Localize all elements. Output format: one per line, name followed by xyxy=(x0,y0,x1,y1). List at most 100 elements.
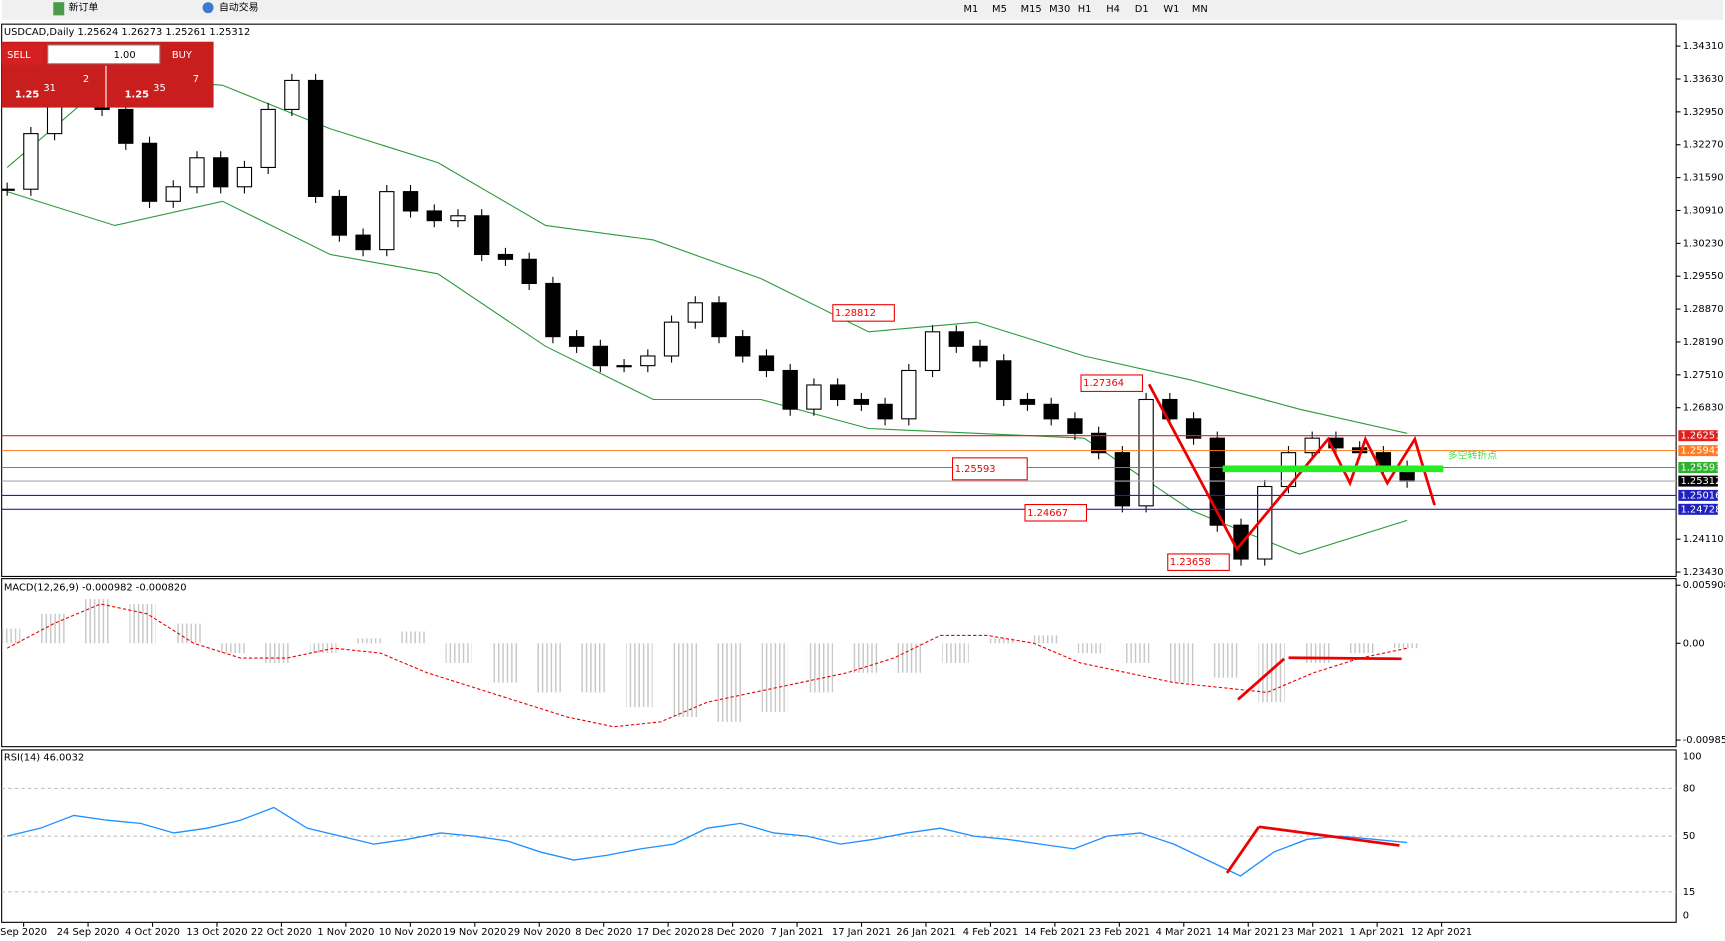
timeframe[interactable]: W1 xyxy=(1163,4,1179,15)
sell-label[interactable]: SELL xyxy=(7,50,31,61)
timeframe[interactable]: M30 xyxy=(1049,4,1070,15)
timeframe[interactable]: M15 xyxy=(1021,4,1042,15)
new-order-icon[interactable] xyxy=(53,2,65,16)
price-tick-label: 1.32270 xyxy=(1683,140,1724,151)
rsi-tick-label: 50 xyxy=(1683,831,1696,842)
price-tick-label: 1.28870 xyxy=(1683,304,1724,315)
candle xyxy=(1090,432,1107,454)
candle xyxy=(213,157,229,188)
candle xyxy=(521,258,537,285)
auto-trade-icon[interactable] xyxy=(202,2,214,14)
timeframe[interactable]: D1 xyxy=(1135,4,1149,15)
macd-bar xyxy=(174,623,201,644)
candle xyxy=(497,253,514,260)
price-tick-label: 1.33630 xyxy=(1683,74,1724,85)
date-label: 28 Dec 2020 xyxy=(701,927,764,938)
candle xyxy=(1138,398,1154,507)
macd-bar xyxy=(490,643,518,683)
macd-bar xyxy=(1032,635,1060,644)
annotation-box xyxy=(951,457,1028,481)
level-tag xyxy=(1678,489,1718,501)
date-label: 4 Oct 2020 xyxy=(125,927,180,938)
candle xyxy=(307,79,324,198)
candle xyxy=(616,365,632,368)
sell-button[interactable] xyxy=(1,43,44,65)
level-label: 1.24728 xyxy=(1681,504,1722,515)
candle xyxy=(948,331,964,347)
macd-bar xyxy=(806,643,834,693)
candle xyxy=(331,195,348,236)
candle xyxy=(687,302,703,323)
price-tick-label: 1.23430 xyxy=(1683,567,1724,578)
candle xyxy=(853,398,870,405)
macd-bar xyxy=(355,638,382,644)
auto-trade[interactable]: 自动交易 xyxy=(219,1,259,14)
timeframe[interactable]: MN xyxy=(1192,4,1208,15)
lots-input[interactable] xyxy=(47,44,161,65)
buy-label[interactable]: BUY xyxy=(172,50,193,61)
macd-bar xyxy=(1213,643,1240,678)
candle xyxy=(592,345,609,367)
candle xyxy=(568,336,585,347)
date-label: 23 Feb 2021 xyxy=(1089,927,1150,938)
level-label: 1.26251 xyxy=(1681,431,1722,442)
candle xyxy=(663,321,680,357)
annotation: 1.23658 xyxy=(1170,557,1211,568)
level-label: 1.25942 xyxy=(1681,446,1722,457)
lots[interactable]: 1.00 xyxy=(114,50,136,61)
date-label: 26 Jan 2021 xyxy=(896,927,955,938)
macd-bar xyxy=(626,643,653,708)
macd-arrow xyxy=(1237,657,1286,701)
date-label: 4 Feb 2021 xyxy=(963,927,1018,938)
candle xyxy=(1043,403,1059,420)
toolbar-buttons[interactable]: 新订单 自动交易 xyxy=(53,1,259,16)
macd-bar xyxy=(942,643,969,663)
annotation: 1.28812 xyxy=(835,308,876,319)
macd-bar xyxy=(716,643,743,722)
candle xyxy=(379,191,395,251)
macd-bar xyxy=(1168,643,1195,683)
price-tick-label: 1.30910 xyxy=(1683,205,1724,216)
price-tick-label: 1.34310 xyxy=(1683,41,1724,52)
date-label: 1 Apr 2021 xyxy=(1350,927,1405,938)
date-label: 7 Jan 2021 xyxy=(771,927,824,938)
price-tick-label: 1.24110 xyxy=(1683,534,1724,545)
timeframe[interactable]: M5 xyxy=(992,4,1007,15)
candle xyxy=(189,157,205,188)
macd-signal xyxy=(6,603,1408,728)
date-label: 4 Mar 2021 xyxy=(1156,927,1212,938)
macd-bar xyxy=(1393,643,1421,649)
candle xyxy=(474,215,490,256)
level-tag xyxy=(1678,503,1718,515)
upper-band xyxy=(6,75,1408,434)
candle xyxy=(1185,418,1202,439)
buy-digits: 35 xyxy=(153,83,166,94)
candle xyxy=(23,133,39,190)
date-label: 10 Nov 2020 xyxy=(379,927,442,938)
trade-panel: SELL 1.00 BUY 1.25 31 2 1.25 35 7 xyxy=(1,41,214,108)
candle xyxy=(1304,437,1320,454)
level-tag xyxy=(1678,475,1718,487)
new-order[interactable]: 新订单 xyxy=(69,1,99,14)
date-label: Sep 2020 xyxy=(0,927,47,938)
price-tick-label: 1.32950 xyxy=(1683,107,1724,118)
macd-bar xyxy=(897,643,924,673)
candle xyxy=(640,355,656,367)
rsi-arrow-2 xyxy=(1258,825,1400,847)
rsi-tick-label: 0 xyxy=(1683,911,1689,922)
annotation-box xyxy=(1024,503,1088,522)
annotation-box xyxy=(1080,374,1144,392)
macd-bar xyxy=(219,643,247,654)
candle xyxy=(450,215,466,222)
macd-bar xyxy=(1077,643,1105,654)
candle xyxy=(972,345,988,362)
candle xyxy=(141,142,158,202)
price-tick-label: 1.31590 xyxy=(1683,173,1724,184)
macd-tick-label: -0.009851 xyxy=(1683,735,1725,746)
level-label: 1.25593 xyxy=(1681,463,1722,474)
timeframe[interactable]: H1 xyxy=(1078,4,1092,15)
date-label: 14 Feb 2021 xyxy=(1024,927,1085,938)
timeframe[interactable]: M1 xyxy=(964,4,979,15)
timeframe[interactable]: H4 xyxy=(1106,4,1120,15)
